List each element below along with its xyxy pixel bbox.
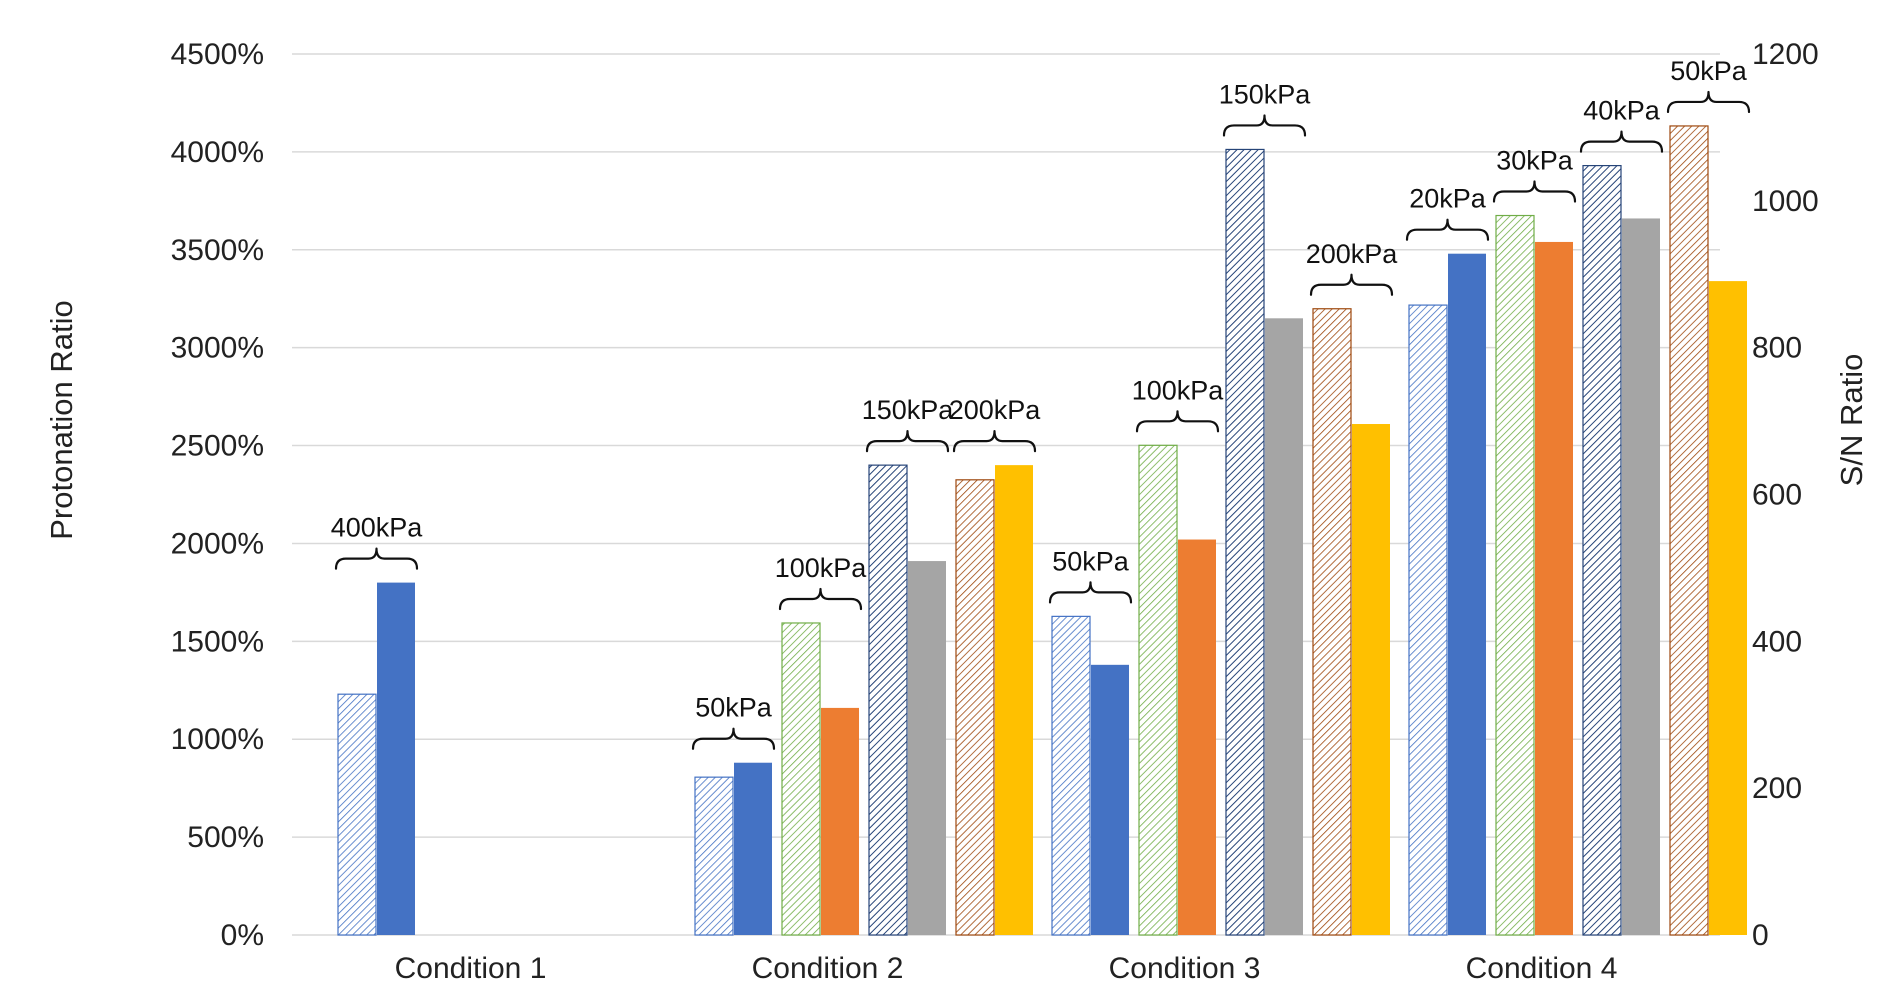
category-axis-labels: Condition 1 Condition 2 Condition 3 Conditi… <box>395 952 1618 985</box>
bar-sn-ratio <box>337 693 377 936</box>
bar-sn-ratio <box>955 479 995 936</box>
right-tick-label: 0 <box>1752 919 1769 952</box>
pressure-label: 50kPa <box>1052 546 1130 576</box>
bar-protonation-ratio <box>1709 281 1747 935</box>
bar-sn-ratio <box>1225 148 1265 936</box>
left-axis-ticks: 0% 500% 1000% 1500% 2000% 2500% 3000% 3500% 4000… <box>171 38 264 952</box>
annotation-brace <box>1405 218 1490 241</box>
bar-sn-ratio <box>694 776 734 936</box>
left-tick-label: 2000% <box>171 527 264 560</box>
annotation-brace <box>778 587 863 611</box>
left-tick-label: 0% <box>221 919 264 952</box>
pressure-label: 40kPa <box>1583 96 1661 126</box>
annotation-brace <box>691 727 776 750</box>
annotation-brace <box>1222 114 1307 137</box>
right-tick-label: 200 <box>1752 772 1802 805</box>
bar-protonation-ratio <box>734 762 772 935</box>
bar-protonation-ratio <box>1265 318 1303 935</box>
left-tick-label: 4500% <box>171 38 264 71</box>
pressure-label: 150kPa <box>1219 79 1312 109</box>
right-tick-label: 1000 <box>1752 185 1819 218</box>
bar-protonation-ratio <box>1352 424 1390 935</box>
pressure-annotations: 400kPa50kPa100kPa150kPa200kPa50kPa100kPa… <box>331 56 1751 750</box>
category-label: Condition 3 <box>1109 952 1261 985</box>
annotation-brace <box>1579 130 1664 153</box>
left-tick-label: 1000% <box>171 723 264 756</box>
bar-protonation-ratio <box>377 582 415 935</box>
category-label: Condition 4 <box>1466 952 1618 985</box>
annotation-brace <box>952 430 1037 453</box>
bars <box>337 125 1747 936</box>
bar-sn-ratio <box>1582 164 1622 936</box>
bar-protonation-ratio <box>821 707 859 935</box>
pressure-label: 50kPa <box>1670 56 1748 86</box>
pressure-label: 200kPa <box>949 395 1042 425</box>
right-axis-title: S/N Ratio <box>1834 354 1869 487</box>
pressure-label: 100kPa <box>775 553 868 583</box>
bar-protonation-ratio <box>1091 664 1129 935</box>
bar-protonation-ratio <box>995 465 1033 935</box>
annotation-brace <box>1492 180 1577 203</box>
bar-protonation-ratio <box>1535 241 1573 936</box>
category-label: Condition 2 <box>752 952 904 985</box>
annotation-brace <box>1666 90 1751 114</box>
annotation-brace <box>1309 273 1394 296</box>
right-tick-label: 800 <box>1752 332 1802 365</box>
bar-sn-ratio <box>781 622 821 936</box>
pressure-label: 200kPa <box>1306 239 1399 269</box>
bar-protonation-ratio <box>908 561 946 935</box>
left-tick-label: 4000% <box>171 136 264 169</box>
pressure-label: 100kPa <box>1132 375 1225 405</box>
category-label: Condition 1 <box>395 952 547 985</box>
bar-sn-ratio <box>868 464 908 936</box>
right-tick-label: 400 <box>1752 625 1802 658</box>
right-axis-ticks: 0 200 400 600 800 1000 1200 <box>1752 38 1819 952</box>
bar-protonation-ratio <box>1622 218 1660 935</box>
bar-sn-ratio <box>1669 125 1709 936</box>
pressure-label: 30kPa <box>1496 146 1574 176</box>
pressure-label: 400kPa <box>331 513 424 543</box>
bar-sn-ratio <box>1408 304 1448 936</box>
left-tick-label: 3500% <box>171 234 264 267</box>
right-tick-label: 600 <box>1752 479 1802 512</box>
bar-sn-ratio <box>1138 444 1178 936</box>
right-tick-label: 1200 <box>1752 38 1819 71</box>
annotation-brace <box>1135 410 1220 433</box>
annotation-brace <box>334 547 419 570</box>
bar-sn-ratio <box>1312 308 1352 936</box>
left-tick-label: 1500% <box>171 625 264 658</box>
annotation-brace <box>1048 581 1133 604</box>
pressure-label: 50kPa <box>695 693 773 723</box>
left-tick-label: 500% <box>187 821 264 854</box>
bar-sn-ratio <box>1051 615 1091 936</box>
bar-sn-ratio <box>1495 214 1535 936</box>
left-tick-label: 3000% <box>171 332 264 365</box>
left-axis-title: Protonation Ratio <box>44 300 79 540</box>
annotation-brace <box>865 430 950 453</box>
pressure-label: 20kPa <box>1409 184 1487 214</box>
pressure-label: 150kPa <box>862 395 955 425</box>
bar-protonation-ratio <box>1178 539 1216 935</box>
bar-protonation-ratio <box>1448 253 1486 935</box>
left-tick-label: 2500% <box>171 430 264 463</box>
